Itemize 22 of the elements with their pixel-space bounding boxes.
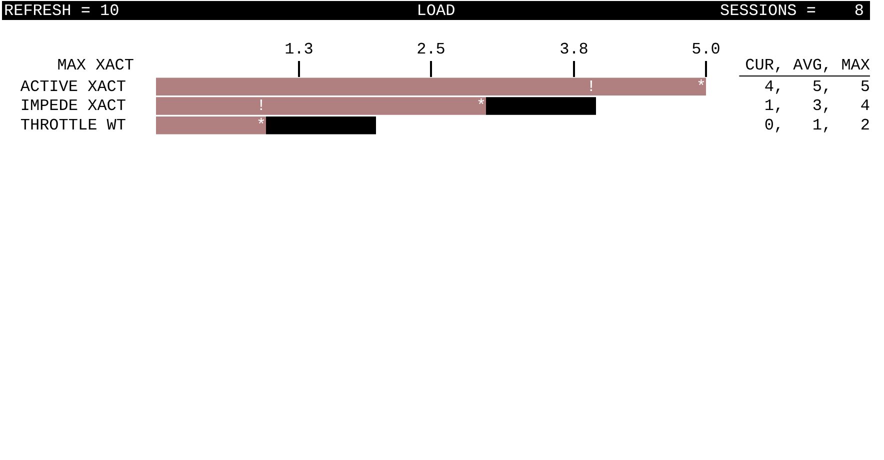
x-tick-label: 2.5 (416, 40, 446, 59)
y-tick-label: THROTTLE WT (20, 116, 126, 135)
y-axis-title: MAX XACT (57, 56, 134, 75)
bar (486, 97, 596, 115)
annotation: * (476, 97, 486, 116)
annotation: ! (256, 97, 266, 116)
text: 0, 1, 2 (764, 116, 870, 135)
y-tick-label: ACTIVE XACT (20, 78, 126, 96)
annotation: ! (586, 78, 596, 96)
x-tick-label: 3.8 (560, 40, 588, 59)
y-tick-label: IMPEDE XACT (20, 97, 126, 116)
annotation: * (696, 78, 706, 96)
text: SESSIONS = 8 (720, 2, 864, 20)
text: CUR, AVG, MAX (745, 56, 870, 75)
chart-title: LOAD (416, 2, 456, 20)
text: 4, 5, 5 (764, 78, 870, 96)
bar (266, 116, 376, 134)
text: REFRESH = 10 (4, 2, 120, 20)
x-tick-label: 5.0 (692, 40, 720, 59)
annotation: * (256, 116, 266, 135)
text: 1, 3, 4 (764, 97, 870, 116)
x-tick-label: 1.3 (284, 40, 314, 59)
